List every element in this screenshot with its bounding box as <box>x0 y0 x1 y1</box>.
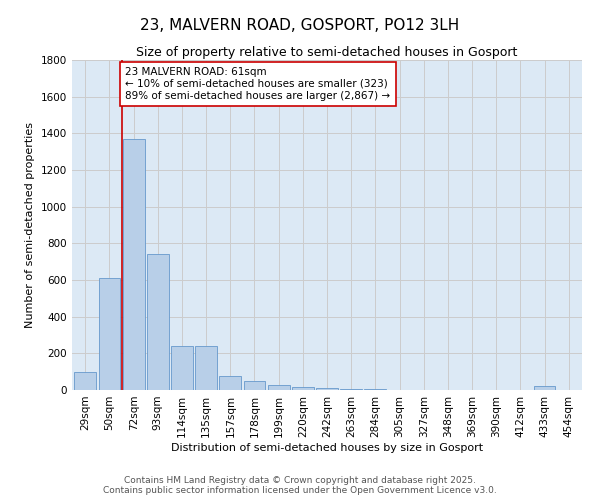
Bar <box>316 388 338 390</box>
Bar <box>340 389 362 390</box>
Y-axis label: Number of semi-detached properties: Number of semi-detached properties <box>25 122 35 328</box>
Bar <box>533 386 556 390</box>
Text: 23 MALVERN ROAD: 61sqm
← 10% of semi-detached houses are smaller (323)
89% of se: 23 MALVERN ROAD: 61sqm ← 10% of semi-det… <box>125 68 391 100</box>
Title: Size of property relative to semi-detached houses in Gosport: Size of property relative to semi-detach… <box>136 46 518 59</box>
Bar <box>171 346 193 390</box>
Bar <box>98 278 121 390</box>
Text: Contains HM Land Registry data © Crown copyright and database right 2025.
Contai: Contains HM Land Registry data © Crown c… <box>103 476 497 495</box>
Text: 23, MALVERN ROAD, GOSPORT, PO12 3LH: 23, MALVERN ROAD, GOSPORT, PO12 3LH <box>140 18 460 32</box>
Bar <box>268 384 290 390</box>
Bar <box>195 346 217 390</box>
Bar <box>74 372 96 390</box>
Bar <box>123 139 145 390</box>
Bar <box>244 381 265 390</box>
Bar <box>220 376 241 390</box>
Bar <box>292 387 314 390</box>
Bar <box>147 254 169 390</box>
X-axis label: Distribution of semi-detached houses by size in Gosport: Distribution of semi-detached houses by … <box>171 442 483 452</box>
